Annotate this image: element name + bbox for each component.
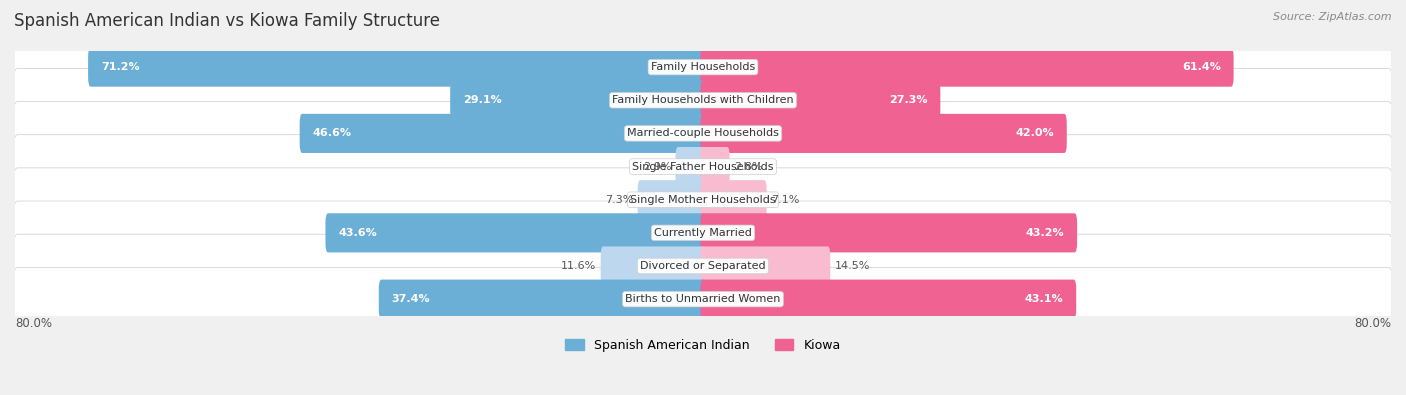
FancyBboxPatch shape	[700, 180, 766, 219]
Text: 43.2%: 43.2%	[1025, 228, 1064, 238]
FancyBboxPatch shape	[700, 246, 831, 286]
FancyBboxPatch shape	[700, 81, 941, 120]
FancyBboxPatch shape	[378, 280, 706, 319]
Text: 46.6%: 46.6%	[312, 128, 352, 138]
FancyBboxPatch shape	[700, 147, 730, 186]
Text: Single Mother Households: Single Mother Households	[630, 195, 776, 205]
FancyBboxPatch shape	[600, 246, 706, 286]
Text: 7.3%: 7.3%	[605, 195, 633, 205]
Text: 2.9%: 2.9%	[643, 162, 671, 171]
Text: 61.4%: 61.4%	[1182, 62, 1220, 72]
Text: 14.5%: 14.5%	[835, 261, 870, 271]
FancyBboxPatch shape	[450, 81, 706, 120]
FancyBboxPatch shape	[675, 147, 706, 186]
Text: 80.0%: 80.0%	[1354, 317, 1391, 330]
Text: 80.0%: 80.0%	[15, 317, 52, 330]
Text: 71.2%: 71.2%	[101, 62, 139, 72]
FancyBboxPatch shape	[299, 114, 706, 153]
Legend: Spanish American Indian, Kiowa: Spanish American Indian, Kiowa	[561, 334, 845, 357]
Text: 7.1%: 7.1%	[770, 195, 800, 205]
FancyBboxPatch shape	[13, 234, 1393, 298]
FancyBboxPatch shape	[700, 47, 1233, 87]
Text: Family Households with Children: Family Households with Children	[612, 95, 794, 105]
FancyBboxPatch shape	[700, 114, 1067, 153]
Text: 29.1%: 29.1%	[463, 95, 502, 105]
Text: 42.0%: 42.0%	[1015, 128, 1054, 138]
FancyBboxPatch shape	[13, 135, 1393, 198]
Text: 43.1%: 43.1%	[1025, 294, 1063, 304]
Text: Currently Married: Currently Married	[654, 228, 752, 238]
Text: 2.8%: 2.8%	[734, 162, 762, 171]
FancyBboxPatch shape	[13, 267, 1393, 331]
Text: 37.4%: 37.4%	[392, 294, 430, 304]
FancyBboxPatch shape	[700, 280, 1076, 319]
FancyBboxPatch shape	[700, 213, 1077, 252]
FancyBboxPatch shape	[13, 68, 1393, 132]
Text: 27.3%: 27.3%	[889, 95, 928, 105]
Text: 11.6%: 11.6%	[561, 261, 596, 271]
Text: Spanish American Indian vs Kiowa Family Structure: Spanish American Indian vs Kiowa Family …	[14, 12, 440, 30]
FancyBboxPatch shape	[89, 47, 706, 87]
Text: Births to Unmarried Women: Births to Unmarried Women	[626, 294, 780, 304]
FancyBboxPatch shape	[325, 213, 706, 252]
FancyBboxPatch shape	[13, 35, 1393, 99]
Text: Married-couple Households: Married-couple Households	[627, 128, 779, 138]
Text: 43.6%: 43.6%	[339, 228, 377, 238]
Text: Source: ZipAtlas.com: Source: ZipAtlas.com	[1274, 12, 1392, 22]
Text: Single Father Households: Single Father Households	[633, 162, 773, 171]
FancyBboxPatch shape	[13, 168, 1393, 231]
FancyBboxPatch shape	[13, 102, 1393, 165]
FancyBboxPatch shape	[638, 180, 706, 219]
Text: Divorced or Separated: Divorced or Separated	[640, 261, 766, 271]
Text: Family Households: Family Households	[651, 62, 755, 72]
FancyBboxPatch shape	[13, 201, 1393, 265]
